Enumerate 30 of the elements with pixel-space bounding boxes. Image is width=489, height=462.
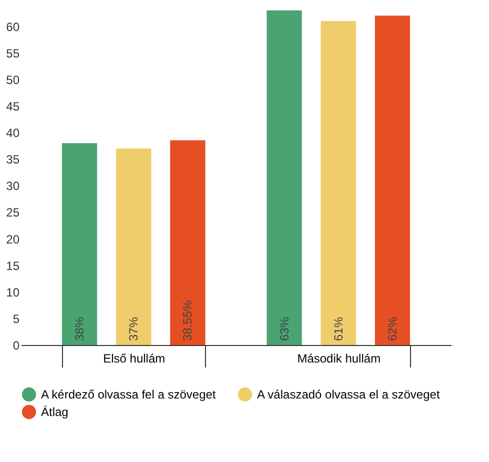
data-label: 61% — [331, 316, 346, 341]
y-tick-label: 15 — [6, 258, 20, 273]
y-tick-label: 50 — [6, 72, 20, 87]
data-label: 38% — [72, 316, 87, 341]
y-tick-label: 45 — [6, 99, 20, 114]
y-tick-label: 60 — [6, 20, 20, 34]
data-label: 63% — [277, 316, 292, 341]
y-tick-label: 35 — [6, 152, 20, 167]
legend-label: A kérdező olvassa fel a szöveget — [41, 387, 216, 402]
bar — [170, 140, 206, 345]
x-tick-label: Második hullám — [297, 352, 381, 366]
x-tick-label: Első hullám — [103, 352, 166, 366]
bar — [62, 143, 98, 345]
legend-label: Átlag — [41, 405, 68, 419]
bar — [320, 20, 356, 345]
y-tick-label: 55 — [6, 46, 20, 60]
y-tick-label: 0 — [12, 338, 20, 352]
bar — [374, 16, 410, 345]
data-label: 62% — [385, 316, 400, 341]
y-tick-label: 10 — [6, 285, 20, 300]
y-tick-label: 5 — [12, 312, 20, 326]
y-tick-label: 20 — [6, 232, 20, 246]
y-tick-label: 30 — [6, 179, 20, 194]
y-tick-label: 25 — [6, 206, 20, 220]
legend-label: A válaszadó olvassa el a szöveget — [257, 387, 440, 402]
bar — [116, 148, 152, 345]
data-label: 37% — [126, 316, 141, 341]
bar — [266, 10, 302, 345]
data-label: 38,55% — [180, 300, 195, 341]
y-tick-label: 40 — [6, 126, 20, 140]
